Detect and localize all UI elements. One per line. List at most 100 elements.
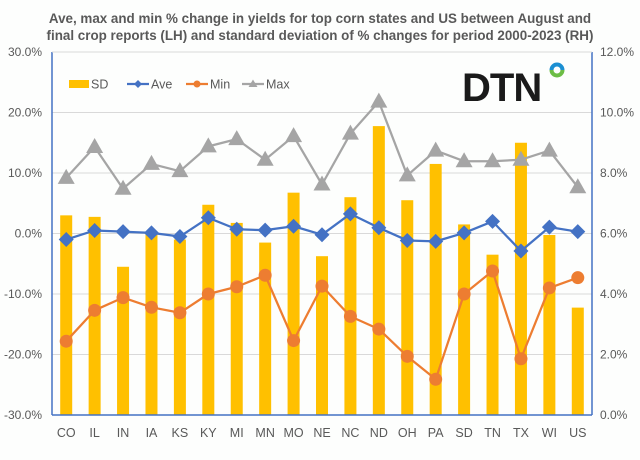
bar-sd bbox=[486, 254, 499, 415]
marker-ave bbox=[229, 221, 245, 237]
x-tick-label: IN bbox=[117, 426, 130, 440]
marker-min bbox=[542, 281, 556, 295]
marker-min bbox=[201, 287, 215, 301]
bar-sd bbox=[259, 242, 272, 415]
legend-label-min: Min bbox=[210, 78, 230, 92]
x-tick-label: CO bbox=[57, 426, 76, 440]
x-tick-label: MI bbox=[230, 426, 244, 440]
legend-item-max: Max bbox=[242, 78, 290, 92]
axes bbox=[51, 51, 593, 416]
marker-min bbox=[429, 372, 443, 386]
marker-max bbox=[285, 127, 303, 143]
marker-ave bbox=[456, 225, 472, 241]
marker-ave bbox=[172, 229, 188, 245]
logo-ring-bottom bbox=[549, 70, 565, 78]
marker-ave bbox=[541, 219, 557, 235]
marker-ave bbox=[257, 222, 273, 238]
tick-labels: -30.0% -20.0% -10.0% 0.0% 10.0% 20.0% 30.0% 0.0… bbox=[4, 45, 634, 440]
y-left-tick-label: 30.0% bbox=[8, 45, 42, 59]
marker-min bbox=[230, 280, 244, 294]
chart-title-line-2: final crop reports (LH) and standard dev… bbox=[46, 28, 594, 43]
x-tick-label: WI bbox=[542, 426, 557, 440]
x-tick-label: TN bbox=[484, 426, 501, 440]
marker-ave bbox=[371, 220, 387, 236]
x-tick-label: IL bbox=[89, 426, 99, 440]
marker-max bbox=[199, 137, 217, 153]
x-tick-label: NE bbox=[313, 426, 330, 440]
bar-sd bbox=[514, 142, 527, 415]
y-right-tick-label: 0.0% bbox=[600, 408, 628, 422]
marker-ave bbox=[200, 210, 216, 226]
y-right-tick-label: 10.0% bbox=[600, 106, 634, 120]
marker-min bbox=[514, 352, 528, 366]
legend-label-ave: Ave bbox=[151, 78, 172, 92]
dtn-logo-text: DTN bbox=[462, 66, 541, 110]
marker-min bbox=[571, 271, 585, 285]
marker-min bbox=[486, 264, 500, 278]
y-right-tick-label: 12.0% bbox=[600, 45, 634, 59]
x-tick-label: MO bbox=[284, 426, 304, 440]
x-tick-label: ND bbox=[370, 426, 388, 440]
marker-max bbox=[142, 154, 160, 170]
bar-sd bbox=[316, 256, 328, 415]
y-right-tick-label: 2.0% bbox=[600, 348, 628, 362]
bar-sd bbox=[60, 215, 73, 415]
x-tick-label: PA bbox=[428, 426, 444, 440]
marker-ave bbox=[342, 206, 358, 222]
marker-ave bbox=[513, 243, 529, 259]
x-tick-label: KY bbox=[200, 426, 217, 440]
bar-sd bbox=[145, 233, 158, 415]
marker-max bbox=[57, 168, 75, 184]
bar-sd bbox=[372, 126, 385, 416]
bar-sd bbox=[458, 224, 471, 415]
marker-max bbox=[427, 141, 445, 157]
bar-sd bbox=[173, 239, 186, 415]
marker-ave bbox=[428, 233, 444, 249]
marker-max bbox=[540, 141, 558, 157]
marker-min bbox=[116, 291, 130, 305]
y-left-tick-label: -20.0% bbox=[4, 348, 42, 362]
bar-sd bbox=[230, 222, 243, 415]
marker-max bbox=[455, 152, 473, 168]
marker-max bbox=[228, 130, 246, 146]
y-left-tick-label: 10.0% bbox=[8, 166, 42, 180]
marker-ave bbox=[143, 225, 159, 241]
bar-sd bbox=[571, 307, 584, 415]
marker-min bbox=[457, 287, 471, 301]
bar-sd bbox=[202, 204, 215, 415]
y-right-tick-label: 8.0% bbox=[600, 166, 628, 180]
legend-item-min: Min bbox=[186, 78, 230, 92]
bar-sd bbox=[401, 200, 414, 415]
dtn-logo: DTN bbox=[462, 62, 565, 110]
y-left-tick-label: -30.0% bbox=[4, 408, 42, 422]
marker-max bbox=[398, 166, 416, 182]
bar-sd bbox=[117, 266, 130, 415]
marker-min bbox=[144, 300, 158, 314]
marker-min bbox=[173, 306, 187, 320]
marker-max bbox=[256, 150, 274, 166]
x-tick-label: TX bbox=[513, 426, 530, 440]
x-tick-label: US bbox=[569, 426, 586, 440]
marker-min bbox=[372, 322, 386, 336]
marker-max bbox=[313, 175, 331, 191]
y-left-tick-label: 20.0% bbox=[8, 106, 42, 120]
marker-max bbox=[512, 150, 530, 166]
chart-title-line-1: Ave, max and min % change in yields for … bbox=[48, 11, 592, 26]
x-tick-label: IA bbox=[146, 426, 158, 440]
marker-max bbox=[86, 137, 104, 153]
series-lines bbox=[57, 92, 587, 386]
marker-min bbox=[343, 309, 357, 323]
marker-min bbox=[315, 279, 329, 293]
marker-ave bbox=[314, 227, 330, 243]
bar-sd bbox=[543, 235, 556, 415]
marker-max bbox=[341, 124, 359, 140]
marker-ave bbox=[286, 218, 302, 234]
y-left-tick-label: 0.0% bbox=[15, 227, 43, 241]
bar-sd bbox=[344, 197, 357, 415]
marker-min bbox=[88, 303, 102, 317]
bar-sd bbox=[287, 192, 300, 415]
legend-label-max: Max bbox=[266, 78, 290, 92]
marker-min bbox=[258, 268, 272, 282]
y-right-tick-label: 6.0% bbox=[600, 227, 628, 241]
